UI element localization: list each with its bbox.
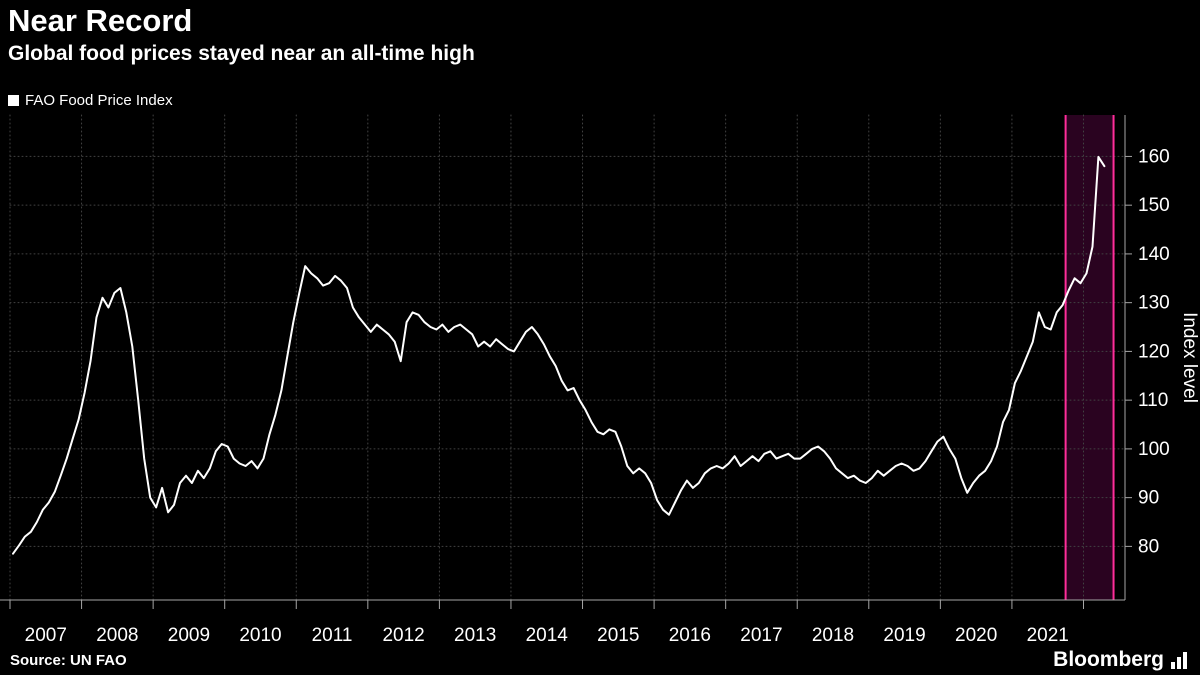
svg-text:2012: 2012 xyxy=(382,625,424,646)
legend-label: FAO Food Price Index xyxy=(25,92,173,109)
svg-text:2015: 2015 xyxy=(597,625,639,646)
svg-text:160: 160 xyxy=(1138,146,1170,167)
source-label: Source: UN FAO xyxy=(10,651,127,669)
svg-text:2010: 2010 xyxy=(239,625,281,646)
svg-text:100: 100 xyxy=(1138,439,1170,460)
chart-subtitle: Global food prices stayed near an all-ti… xyxy=(8,42,475,66)
chart-title: Near Record xyxy=(8,3,193,38)
svg-text:2007: 2007 xyxy=(25,625,67,646)
chart-footer: Source: UN FAO Bloomberg xyxy=(0,645,1200,675)
svg-text:2011: 2011 xyxy=(312,625,353,646)
svg-text:2017: 2017 xyxy=(740,625,782,646)
svg-text:2019: 2019 xyxy=(883,625,925,646)
chart-legend: FAO Food Price Index xyxy=(8,92,173,109)
svg-text:Index level: Index level xyxy=(1179,312,1200,403)
svg-text:120: 120 xyxy=(1138,341,1170,362)
svg-text:2008: 2008 xyxy=(96,625,138,646)
svg-text:2013: 2013 xyxy=(454,625,496,646)
svg-text:2018: 2018 xyxy=(812,625,854,646)
svg-text:2016: 2016 xyxy=(669,625,711,646)
svg-text:110: 110 xyxy=(1138,390,1168,411)
svg-text:2021: 2021 xyxy=(1027,625,1069,646)
svg-text:80: 80 xyxy=(1138,536,1159,557)
svg-text:140: 140 xyxy=(1138,244,1170,265)
svg-text:90: 90 xyxy=(1138,488,1159,509)
svg-text:150: 150 xyxy=(1138,195,1170,216)
bar-chart-icon xyxy=(1171,651,1187,669)
bloomberg-logo: Bloomberg xyxy=(1053,648,1190,672)
legend-swatch-icon xyxy=(8,95,19,106)
bloomberg-wordmark: Bloomberg xyxy=(1053,648,1164,671)
svg-text:130: 130 xyxy=(1138,293,1170,314)
chart-header: Near Record Global food prices stayed ne… xyxy=(8,3,475,66)
svg-text:2009: 2009 xyxy=(168,625,210,646)
svg-text:2020: 2020 xyxy=(955,625,997,646)
svg-text:2014: 2014 xyxy=(526,625,569,646)
